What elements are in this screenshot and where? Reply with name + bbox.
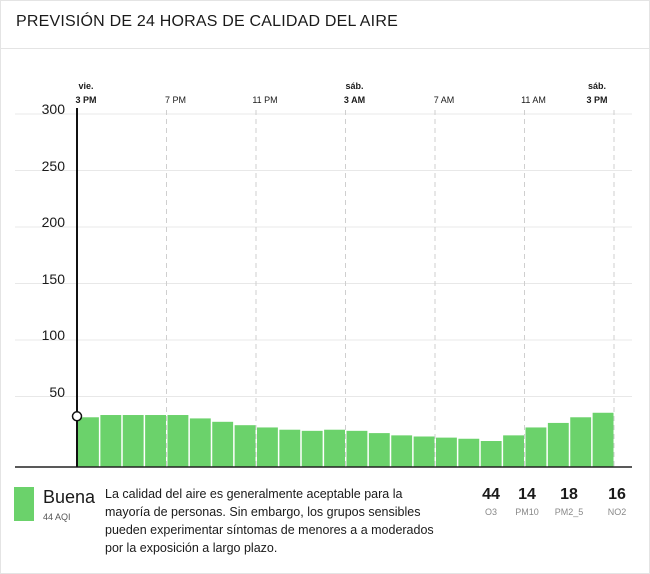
- pollutant-name: PM2_5: [554, 507, 584, 517]
- chart-bar: [458, 438, 480, 467]
- time-axis-hour: 3 AM: [343, 95, 366, 105]
- time-axis-label: sáb. 3 PM: [567, 79, 627, 107]
- time-axis-label: 11 AM: [504, 79, 564, 107]
- time-axis-hour: 11 PM: [252, 95, 278, 105]
- chart-bar: [167, 415, 189, 467]
- time-axis-label: 7 PM: [146, 79, 206, 107]
- time-axis-hour: 3 PM: [75, 95, 97, 105]
- time-axis-label: 7 AM: [414, 79, 474, 107]
- card-header: PREVISIÓN DE 24 HORAS DE CALIDAD DEL AIR…: [1, 1, 649, 49]
- category-label: Buena: [43, 487, 96, 507]
- time-axis-hour: 11 AM: [521, 95, 546, 105]
- current-value-dot: [71, 411, 83, 422]
- chart-bar: [503, 435, 524, 467]
- chart-bar: [391, 435, 413, 467]
- y-tick-label: 50: [49, 383, 65, 400]
- chart-bar: [122, 415, 144, 467]
- pollutant-value: 16: [608, 486, 626, 503]
- pollutant-o3: 44 O3: [466, 486, 516, 517]
- chart-bar: [234, 425, 256, 467]
- chart-bar: [324, 429, 345, 467]
- time-axis-hour: 7 AM: [433, 95, 455, 105]
- chart-bar: [212, 421, 234, 467]
- chart-bar: [346, 430, 368, 467]
- pollutant-pm2-5: 18 PM2_5: [544, 486, 594, 517]
- chart-bar: [480, 441, 502, 467]
- card-title: PREVISIÓN DE 24 HORAS DE CALIDAD DEL AIR…: [16, 13, 398, 30]
- chart-bar: [570, 417, 592, 467]
- pollutant-name: O3: [484, 507, 497, 517]
- y-tick-label: 100: [41, 327, 65, 343]
- chart-bar: [279, 429, 301, 467]
- chart-bar: [78, 417, 99, 467]
- chart-bar: [145, 415, 166, 467]
- time-axis-label: sáb. 3 AM: [325, 79, 385, 107]
- pollutant-pm10: 14 PM10: [502, 486, 552, 517]
- chart-bar: [592, 412, 614, 467]
- time-axis-day: vie.: [78, 81, 94, 91]
- time-axis-day: sáb.: [587, 81, 606, 91]
- pollutant-value: 44: [482, 486, 500, 503]
- chart-bar: [368, 433, 390, 467]
- chart-bar: [525, 427, 547, 467]
- pollutant-value: 14: [518, 486, 536, 503]
- category-aqi-value: 44 AQI: [43, 512, 71, 522]
- pollutant-value: 18: [560, 486, 578, 503]
- time-axis-hour: 7 PM: [164, 95, 186, 105]
- time-axis-day: sáb.: [345, 81, 364, 91]
- category-description: La calidad del aire es generalmente acep…: [105, 487, 434, 555]
- pollutant-no2: 16 NO2: [592, 486, 642, 517]
- category-color-swatch: [14, 487, 34, 521]
- chart-bar: [301, 430, 323, 467]
- time-axis-hour: 3 PM: [586, 95, 608, 105]
- y-tick-label: 300: [41, 101, 65, 117]
- y-tick-label: 150: [41, 270, 65, 287]
- pollutant-name: NO2: [607, 507, 627, 517]
- chart-bar: [189, 418, 211, 467]
- chart-bar: [413, 436, 435, 467]
- chart-bar: [100, 415, 122, 467]
- y-tick-label: 200: [41, 214, 65, 230]
- aqi-bar-chart: [15, 108, 632, 468]
- chart-bar: [436, 437, 457, 467]
- time-axis-label: vie. 3 PM: [56, 79, 116, 107]
- pollutant-name: PM10: [515, 507, 539, 517]
- chart-bar: [257, 427, 278, 467]
- y-tick-label: 250: [41, 157, 65, 174]
- chart-bar: [547, 422, 569, 467]
- time-axis-label: 11 PM: [235, 79, 295, 107]
